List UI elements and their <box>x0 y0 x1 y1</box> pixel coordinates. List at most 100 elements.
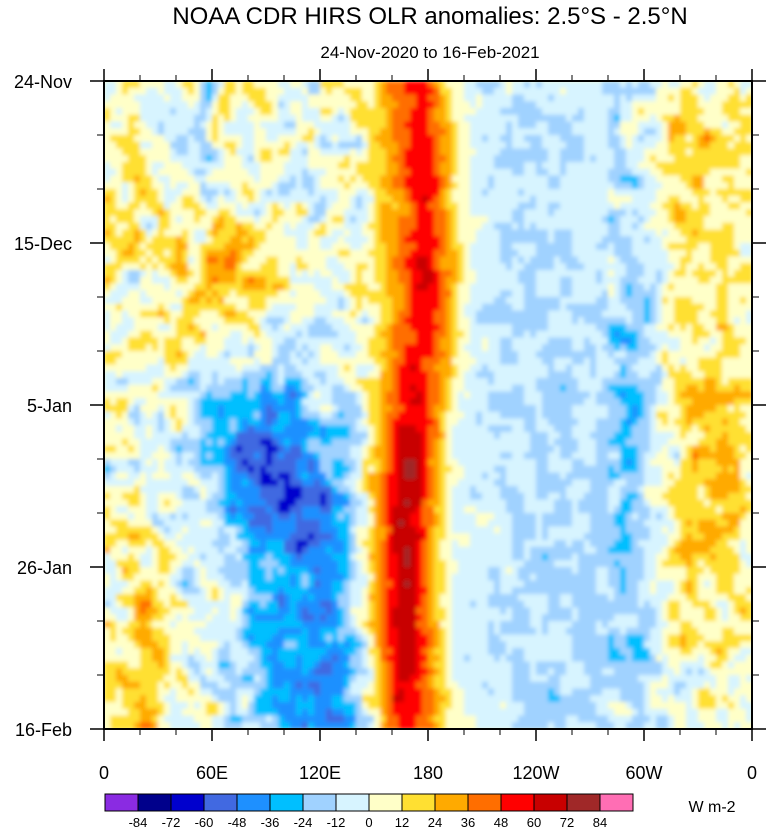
heatmap-cell <box>626 364 633 372</box>
heatmap-cell <box>146 324 153 332</box>
heatmap-cell <box>542 337 549 345</box>
heatmap-cell <box>140 256 147 264</box>
heatmap-cell <box>506 290 513 298</box>
heatmap-cell <box>734 324 741 332</box>
heatmap-cell <box>332 283 339 291</box>
heatmap-cell <box>626 303 633 312</box>
heatmap-cell <box>590 141 597 150</box>
heatmap-cell <box>398 141 405 150</box>
heatmap-cell <box>290 168 297 177</box>
heatmap-cell <box>134 351 141 359</box>
heatmap-cell <box>134 135 141 143</box>
heatmap-cell <box>746 256 752 264</box>
heatmap-cell <box>656 175 663 183</box>
heatmap-cell <box>602 87 609 96</box>
heatmap-cell <box>464 337 471 345</box>
heatmap-cell <box>182 155 189 163</box>
heatmap-cell <box>272 371 279 379</box>
heatmap-cell <box>284 216 291 224</box>
heatmap-cell <box>446 81 453 89</box>
heatmap-cell <box>590 337 597 345</box>
heatmap-cell <box>212 364 219 372</box>
heatmap-cell <box>236 162 243 170</box>
heatmap-cell <box>500 290 507 298</box>
heatmap-cell <box>386 182 393 190</box>
heatmap-cell <box>536 87 543 96</box>
heatmap-cell <box>302 168 309 177</box>
heatmap-cell <box>686 317 693 325</box>
heatmap-cell <box>302 371 309 379</box>
heatmap-cell <box>344 290 351 298</box>
heatmap-cell <box>674 189 681 197</box>
heatmap-cell <box>188 135 195 143</box>
heatmap-cell <box>512 249 519 258</box>
heatmap-cell <box>296 270 303 278</box>
heatmap-cell <box>584 175 591 183</box>
heatmap-cell <box>398 236 405 244</box>
heatmap-cell <box>494 249 501 258</box>
heatmap-cell <box>374 87 381 96</box>
heatmap-cell <box>254 101 261 109</box>
heatmap-cell <box>212 270 219 278</box>
heatmap-cell <box>416 236 423 244</box>
heatmap-cell <box>380 216 387 224</box>
heatmap-cell <box>302 378 309 386</box>
heatmap-cell <box>746 384 752 393</box>
heatmap-cell <box>740 270 747 278</box>
heatmap-cell <box>644 351 651 359</box>
heatmap-cell <box>656 168 663 177</box>
heatmap-cell <box>686 87 693 96</box>
heatmap-cell <box>110 344 117 352</box>
heatmap-cell <box>572 270 579 278</box>
heatmap-cell <box>200 276 207 285</box>
heatmap-cell <box>278 310 285 318</box>
heatmap-cell <box>182 371 189 379</box>
heatmap-cell <box>386 303 393 312</box>
heatmap-cell <box>632 168 639 177</box>
heatmap-cell <box>734 351 741 359</box>
heatmap-cell <box>326 128 333 136</box>
heatmap-cell <box>458 310 465 318</box>
heatmap-cell <box>218 324 225 332</box>
heatmap-cell <box>386 141 393 150</box>
heatmap-cell <box>728 256 735 264</box>
heatmap-cell <box>302 155 309 163</box>
heatmap-cell <box>698 324 705 332</box>
heatmap-cell <box>572 81 579 89</box>
heatmap-cell <box>608 371 615 379</box>
heatmap-cell <box>548 202 555 210</box>
heatmap-cell <box>302 128 309 136</box>
heatmap-cell <box>266 249 273 258</box>
heatmap-cell <box>206 351 213 359</box>
heatmap-cell <box>578 101 585 109</box>
heatmap-cell <box>152 290 159 298</box>
heatmap-cell <box>572 337 579 345</box>
heatmap-cell <box>302 108 309 116</box>
heatmap-cell <box>194 182 201 190</box>
heatmap-cell <box>746 310 752 318</box>
heatmap-cell <box>638 121 645 129</box>
heatmap-cell <box>710 283 717 291</box>
heatmap-cell <box>632 195 639 204</box>
heatmap-cell <box>122 324 129 332</box>
heatmap-cell <box>656 303 663 312</box>
heatmap-cell <box>158 344 165 352</box>
heatmap-cell <box>596 209 603 217</box>
heatmap-cell <box>596 155 603 163</box>
heatmap-cell <box>152 162 159 170</box>
heatmap-cell <box>302 101 309 109</box>
heatmap-cell <box>158 297 165 305</box>
heatmap-cell <box>500 121 507 129</box>
heatmap-cell <box>668 324 675 332</box>
heatmap-cell <box>530 317 537 325</box>
heatmap-cell <box>680 101 687 109</box>
heatmap-cell <box>116 303 123 312</box>
heatmap-cell <box>242 162 249 170</box>
heatmap-cell <box>296 202 303 210</box>
heatmap-cell <box>392 351 399 359</box>
heatmap-cell <box>278 330 285 339</box>
heatmap-cell <box>452 256 459 264</box>
heatmap-cell <box>368 135 375 143</box>
heatmap-cell <box>590 297 597 305</box>
heatmap-cell <box>608 303 615 312</box>
